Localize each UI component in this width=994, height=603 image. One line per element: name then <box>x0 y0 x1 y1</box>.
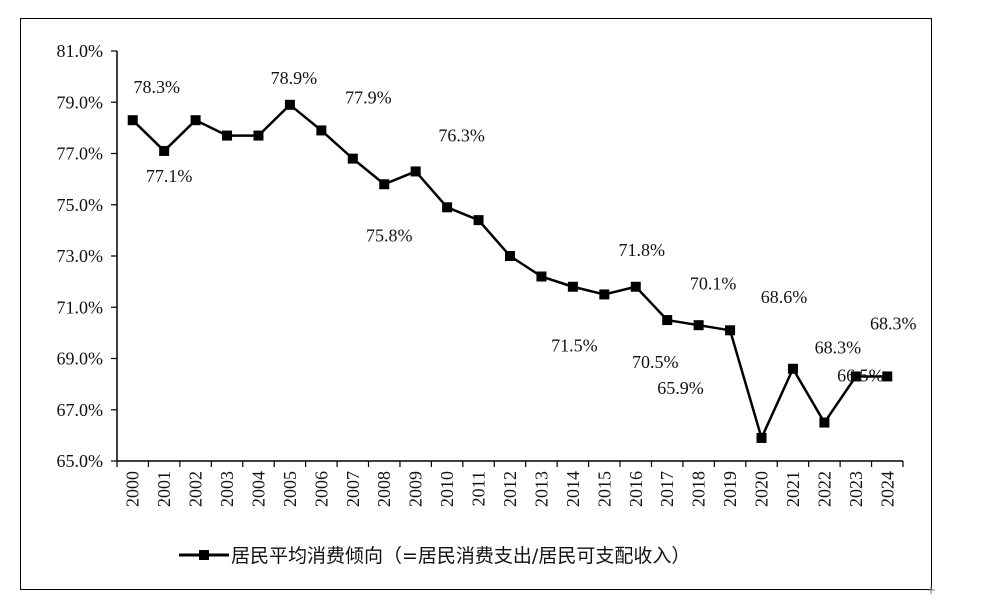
x-tick-label: 2015 <box>594 471 614 507</box>
data-label: 70.5% <box>632 352 679 372</box>
data-point-marker <box>316 125 327 136</box>
x-tick-label: 2014 <box>563 471 583 507</box>
data-label: 78.9% <box>271 68 318 88</box>
y-tick-label: 69.0% <box>57 349 104 369</box>
data-label: 68.3% <box>870 313 917 333</box>
data-label: 70.1% <box>690 273 737 293</box>
y-tick-label: 65.0% <box>57 451 104 471</box>
data-point-marker <box>630 281 641 292</box>
x-tick-label: 2000 <box>123 471 143 507</box>
data-point-marker <box>882 371 893 382</box>
axes <box>111 50 904 467</box>
corner-mark: + <box>926 583 937 597</box>
data-point-marker <box>442 202 453 213</box>
legend-label: 居民平均消费倾向（=居民消费支出/居民可支配收入） <box>231 545 690 567</box>
x-tick-label: 2020 <box>752 471 772 507</box>
data-point-marker <box>567 281 578 292</box>
x-tick-label: 2019 <box>720 471 740 507</box>
data-label: 66.5% <box>837 366 884 386</box>
data-label: 68.6% <box>761 287 808 307</box>
data-point-marker <box>756 432 767 443</box>
data-label: 77.9% <box>345 87 392 107</box>
data-point-marker <box>253 130 264 141</box>
x-tick-label: 2008 <box>374 471 394 507</box>
x-tick-labels: 2000 2001 2002 2003 2004 2005 2006 2007 2008 2009… <box>123 471 898 507</box>
data-point-marker <box>410 166 421 177</box>
x-tick-label: 2021 <box>783 471 803 507</box>
data-point-marker <box>819 417 830 428</box>
y-tick-label: 67.0% <box>57 400 104 420</box>
y-tick-label: 79.0% <box>57 92 104 112</box>
data-point-marker <box>473 215 484 226</box>
data-label: 76.3% <box>438 125 485 145</box>
x-tick-label: 2005 <box>280 471 300 507</box>
data-point-marker <box>599 289 610 300</box>
y-tick-label: 75.0% <box>57 195 104 215</box>
y-tick-label: 71.0% <box>57 297 104 317</box>
data-labels: 78.3% 77.1% 78.9% 77.9% 75.8% 76.3% 71.5% 71.8%… <box>133 68 916 398</box>
data-point-marker <box>159 145 170 156</box>
x-tick-label: 2006 <box>311 471 331 507</box>
data-point-marker <box>347 153 358 164</box>
x-tick-label: 2016 <box>626 471 646 507</box>
series-markers <box>127 99 893 443</box>
x-tick-label: 2017 <box>657 471 677 507</box>
data-point-marker <box>536 271 547 282</box>
y-tick-labels: 65.0% 67.0% 69.0% 71.0% 73.0% 75.0% 77.0% 79.0%… <box>57 41 104 471</box>
data-point-marker <box>662 315 673 326</box>
x-tick-label: 2011 <box>469 471 489 506</box>
y-tick-label: 81.0% <box>57 41 104 61</box>
data-point-marker <box>379 179 390 190</box>
x-tick-label: 2009 <box>406 471 426 507</box>
data-point-marker <box>127 115 138 126</box>
x-tick-label: 2010 <box>437 471 457 507</box>
x-tick-label: 2003 <box>217 471 237 507</box>
data-point-marker <box>222 130 233 141</box>
y-tick-label: 77.0% <box>57 144 104 164</box>
data-point-marker <box>284 99 295 110</box>
series-polyline <box>131 103 888 440</box>
chart-frame: 65.0% 67.0% 69.0% 71.0% 73.0% 75.0% 77.0% 79.0%… <box>20 18 932 590</box>
x-tick-label: 2018 <box>689 471 709 507</box>
x-tick-label: 2007 <box>343 471 363 507</box>
data-point-marker <box>850 371 861 382</box>
data-label: 75.8% <box>366 225 413 245</box>
data-point-marker <box>190 115 201 126</box>
data-point-marker <box>693 320 704 331</box>
data-point-marker <box>725 325 736 336</box>
data-label: 71.5% <box>551 335 598 355</box>
x-tick-label: 2002 <box>186 471 206 507</box>
x-tick-label: 2001 <box>154 471 174 507</box>
data-label: 68.3% <box>815 337 862 357</box>
line-chart: 65.0% 67.0% 69.0% 71.0% 73.0% 75.0% 77.0% 79.0%… <box>57 41 917 567</box>
x-tick-label: 2024 <box>877 471 897 507</box>
data-label: 65.9% <box>657 378 704 398</box>
legend-marker-square <box>199 550 209 560</box>
data-point-marker <box>787 363 798 374</box>
data-label: 77.1% <box>146 166 193 186</box>
x-tick-label: 2022 <box>814 471 834 507</box>
legend: 居民平均消费倾向（=居民消费支出/居民可支配收入） <box>179 545 690 567</box>
x-tick-label: 2004 <box>248 471 268 507</box>
x-tick-label: 2023 <box>846 471 866 507</box>
data-point-marker <box>505 251 515 261</box>
data-label: 71.8% <box>619 240 666 260</box>
y-tick-label: 73.0% <box>57 246 104 266</box>
x-tick-label: 2012 <box>500 471 520 507</box>
series-line <box>131 103 888 440</box>
data-label: 78.3% <box>133 77 180 97</box>
x-tick-label: 2013 <box>531 471 551 507</box>
